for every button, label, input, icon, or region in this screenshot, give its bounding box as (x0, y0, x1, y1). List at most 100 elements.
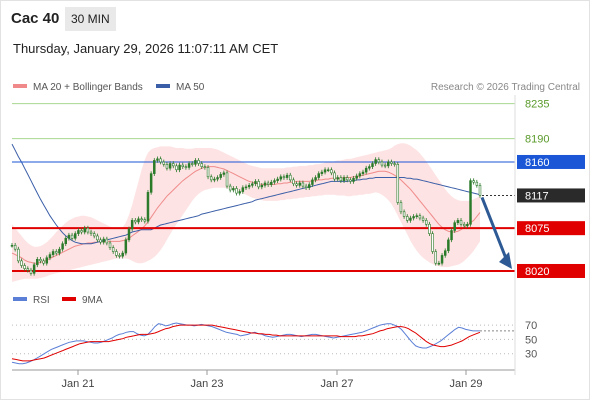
candle-body (368, 166, 371, 169)
candle-body (194, 160, 197, 165)
candle-body (273, 180, 276, 183)
candle-body (450, 230, 453, 241)
candle-body (20, 260, 23, 266)
candle-body (418, 215, 422, 219)
candle-body (187, 163, 191, 168)
candle-body (425, 220, 428, 225)
candle-body (191, 163, 194, 165)
x-tick-label-1: Jan 23 (190, 378, 223, 390)
candle-body (333, 172, 336, 180)
candle-body (51, 251, 55, 255)
candle-body (453, 222, 456, 231)
candle-body (168, 163, 172, 169)
candle-body (156, 158, 159, 161)
candle-body (251, 183, 254, 186)
candle-body (235, 188, 238, 194)
bollinger-band-area (12, 143, 480, 282)
candle-body (326, 169, 330, 172)
candle-body (437, 262, 441, 265)
rsi-tick-label-50: 50 (525, 334, 537, 346)
ma50-line (11, 143, 481, 245)
candle-body (92, 233, 96, 237)
candle-body (89, 231, 93, 234)
level-badge-8020 (517, 263, 585, 278)
candle-body (374, 159, 377, 164)
candle-body (178, 164, 181, 171)
candle-body (440, 255, 444, 264)
candle-body (200, 163, 203, 167)
candle-body (298, 182, 301, 186)
candle-body (257, 181, 260, 188)
candle-body (352, 178, 355, 182)
candle-body (102, 238, 105, 243)
candle-body (153, 160, 156, 174)
candle-body (67, 234, 71, 239)
candle-body (292, 179, 295, 185)
candle-body (175, 165, 178, 171)
candle-body (121, 252, 124, 257)
candle-body (396, 164, 400, 203)
candle-body (358, 173, 362, 177)
candle-body (276, 178, 279, 181)
candle-body (64, 237, 67, 245)
candle-body (323, 169, 327, 173)
candle-body (459, 220, 463, 225)
candle-body (80, 230, 83, 233)
candle-body (140, 218, 143, 221)
symbol-title: Cac 40 (11, 10, 60, 27)
candle-body (279, 176, 283, 180)
timeframe-button[interactable]: 30 MIN (65, 7, 116, 31)
candle-body (339, 177, 343, 181)
level-label-8235: 8235 (525, 99, 549, 111)
candle-body (149, 173, 153, 193)
legend-swatch-ma50 (156, 84, 170, 88)
candle-body (32, 264, 36, 274)
candle-body (181, 164, 184, 167)
candle-body (399, 202, 403, 213)
candle-body (409, 217, 412, 221)
candle-body (244, 186, 248, 189)
candle-body (42, 260, 45, 264)
candle-body (289, 174, 292, 181)
candle-body (238, 191, 241, 194)
level-badge-8117 (517, 188, 585, 203)
level-badge-8160 (517, 154, 585, 169)
candle-body (228, 185, 232, 191)
chart-header: Cac 40 30 MIN (0, 0, 590, 36)
candle-body (70, 234, 74, 239)
candle-body (431, 233, 434, 252)
candle-body (345, 177, 349, 181)
level-label-8160: 8160 (525, 157, 549, 169)
candle-body (308, 184, 311, 188)
candle-body (406, 216, 409, 221)
candle-body (58, 248, 61, 254)
candle-body (390, 161, 393, 164)
candle-body (203, 166, 207, 168)
candle-body (270, 181, 273, 185)
candle-body (222, 172, 226, 175)
candle-body (213, 178, 216, 181)
candle-body (48, 254, 52, 259)
candle-body (247, 185, 251, 188)
candle-body (206, 167, 210, 178)
candle-body (469, 180, 472, 225)
candle-body (330, 169, 333, 174)
candle-body (159, 158, 162, 163)
candle-body (285, 174, 289, 178)
datetime-label: Thursday, January 29, 2026 11:07:11 AM C… (13, 41, 279, 56)
x-tick-label-2: Jan 27 (320, 378, 353, 390)
legend-label-ma20: MA 20 + Bollinger Bands (33, 82, 143, 93)
level-label-8020: 8020 (525, 266, 549, 278)
candle-body (342, 177, 346, 181)
candle-body (86, 227, 90, 233)
candle-body (209, 176, 213, 181)
candle-body (219, 174, 222, 178)
candle-body (428, 223, 431, 234)
candle-body (45, 257, 49, 264)
candle-body (162, 161, 166, 165)
candle-body (443, 250, 447, 256)
level-label-8190: 8190 (525, 134, 549, 146)
projection-arrow-shaft (480, 196, 509, 262)
legend-label-9ma: 9MA (82, 295, 103, 306)
candle-body (83, 227, 86, 233)
